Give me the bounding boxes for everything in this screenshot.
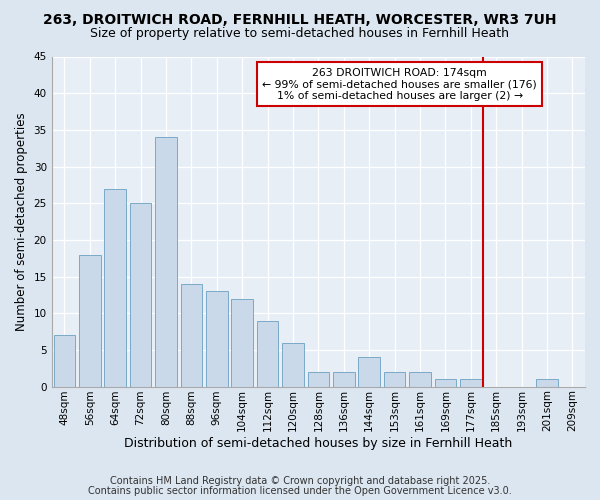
Bar: [206, 291, 227, 386]
Bar: [358, 357, 380, 386]
Bar: [460, 379, 482, 386]
Bar: [308, 372, 329, 386]
Text: Contains public sector information licensed under the Open Government Licence v3: Contains public sector information licen…: [88, 486, 512, 496]
Text: Size of property relative to semi-detached houses in Fernhill Heath: Size of property relative to semi-detach…: [91, 28, 509, 40]
Bar: [104, 188, 126, 386]
Bar: [282, 342, 304, 386]
Text: 263 DROITWICH ROAD: 174sqm
← 99% of semi-detached houses are smaller (176)
1% of: 263 DROITWICH ROAD: 174sqm ← 99% of semi…: [262, 68, 537, 100]
Bar: [257, 320, 278, 386]
Y-axis label: Number of semi-detached properties: Number of semi-detached properties: [15, 112, 28, 331]
Text: Contains HM Land Registry data © Crown copyright and database right 2025.: Contains HM Land Registry data © Crown c…: [110, 476, 490, 486]
Bar: [79, 254, 101, 386]
Bar: [434, 379, 456, 386]
Bar: [333, 372, 355, 386]
Bar: [409, 372, 431, 386]
Bar: [155, 137, 177, 386]
Bar: [53, 335, 75, 386]
Bar: [384, 372, 406, 386]
Text: 263, DROITWICH ROAD, FERNHILL HEATH, WORCESTER, WR3 7UH: 263, DROITWICH ROAD, FERNHILL HEATH, WOR…: [43, 12, 557, 26]
X-axis label: Distribution of semi-detached houses by size in Fernhill Heath: Distribution of semi-detached houses by …: [124, 437, 512, 450]
Bar: [130, 203, 151, 386]
Bar: [181, 284, 202, 386]
Bar: [232, 298, 253, 386]
Bar: [536, 379, 557, 386]
